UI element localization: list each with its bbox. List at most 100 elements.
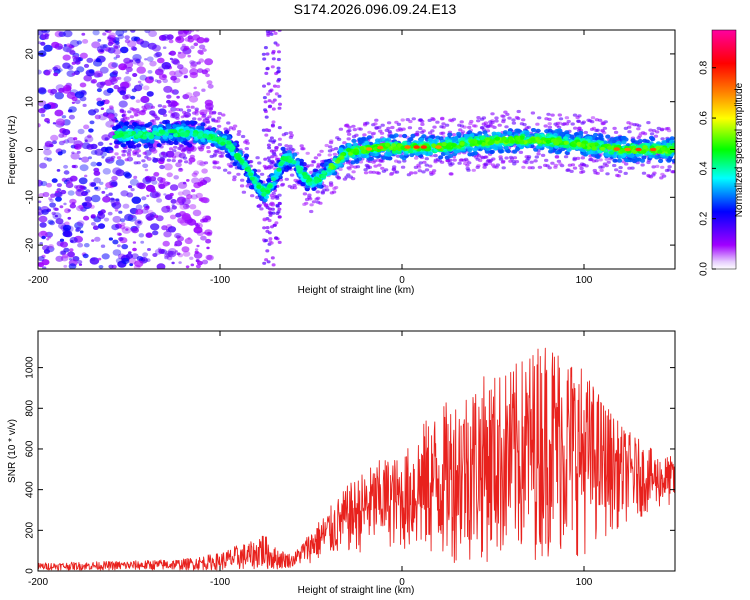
ridge-halo <box>554 155 560 159</box>
ridge-halo <box>121 153 126 157</box>
ridge-cell <box>346 142 352 148</box>
ridge-halo <box>636 127 641 131</box>
noise-speck <box>147 42 157 50</box>
noise-speck <box>119 218 126 223</box>
ridge-halo <box>257 203 263 207</box>
noise-speck <box>62 54 71 61</box>
ridge-halo <box>381 169 387 173</box>
noise-speck <box>54 92 64 100</box>
figure-title: S174.2026.096.09.24.E13 <box>294 1 457 17</box>
noise-speck <box>70 240 74 243</box>
noise-speck <box>90 161 97 167</box>
ridge-halo <box>373 122 378 126</box>
ridge-cell <box>302 174 309 180</box>
noise-speck <box>71 164 76 169</box>
noise-speck <box>142 163 149 169</box>
ridge-halo <box>346 129 351 134</box>
ridge-cell <box>189 120 195 125</box>
noise-speck <box>109 185 114 189</box>
noise-speck <box>194 222 199 226</box>
ridge-halo <box>245 184 250 188</box>
ridge-halo <box>526 156 531 160</box>
ridge-cell <box>519 135 525 140</box>
ridge-halo <box>508 155 514 159</box>
noise-speck <box>275 211 280 216</box>
noise-speck <box>97 257 102 261</box>
ridge-cell <box>600 146 606 151</box>
noise-speck <box>196 260 203 266</box>
noise-speck <box>79 230 84 234</box>
ridge-halo <box>338 127 344 131</box>
ridge-halo <box>440 117 445 121</box>
ridge-halo <box>581 120 586 124</box>
ridge-halo <box>271 161 276 165</box>
noise-speck <box>117 244 121 248</box>
ridge-halo <box>418 126 423 131</box>
ridge-halo <box>597 118 603 122</box>
ridge-halo <box>142 107 148 111</box>
ridge-cell <box>503 145 509 150</box>
ridge-halo <box>664 168 670 173</box>
ridge-cell <box>243 162 249 167</box>
ridge-halo <box>508 159 513 163</box>
ridge-halo <box>140 121 145 125</box>
ridge-cell <box>226 140 232 145</box>
ridge-cell <box>494 136 501 141</box>
ridge-halo <box>651 173 656 177</box>
ridge-halo <box>534 155 539 159</box>
ridge-halo <box>401 127 406 131</box>
ridge-halo <box>255 156 260 160</box>
ridge-halo <box>557 121 563 125</box>
ridge-cell <box>494 139 500 145</box>
ridge-cell <box>447 139 453 144</box>
noise-speck <box>173 70 183 78</box>
spectrogram-x-tick-label: -200 <box>28 275 48 286</box>
ridge-cell <box>267 184 273 189</box>
ridge-halo <box>431 169 437 173</box>
ridge-halo <box>507 116 512 120</box>
ridge-halo <box>289 186 295 190</box>
noise-speck <box>130 95 136 100</box>
ridge-halo <box>630 166 635 170</box>
ridge-halo <box>395 154 401 158</box>
noise-speck <box>268 237 273 241</box>
ridge-halo <box>501 120 506 124</box>
ridge-cell <box>580 143 586 148</box>
ridge-cell <box>360 149 367 154</box>
ridge-cell <box>451 142 457 147</box>
ridge-halo <box>272 152 277 157</box>
noise-speck <box>83 243 90 248</box>
noise-speck <box>270 124 275 128</box>
noise-speck <box>94 236 101 242</box>
noise-speck <box>121 226 132 234</box>
ridge-halo <box>270 196 275 200</box>
noise-speck <box>186 194 193 200</box>
noise-speck <box>101 156 105 159</box>
ridge-halo <box>503 110 508 114</box>
ridge-cell <box>558 131 565 136</box>
spectrogram-x-tick-label: 100 <box>576 275 593 286</box>
ridge-halo <box>351 135 357 139</box>
ridge-halo <box>648 128 653 132</box>
noise-speck <box>66 180 73 186</box>
noise-speck <box>272 223 277 227</box>
ridge-halo <box>375 171 380 175</box>
noise-speck <box>166 256 173 261</box>
noise-speck <box>89 257 100 265</box>
ridge-cell <box>515 136 521 141</box>
ridge-cell <box>239 159 245 164</box>
ridge-halo <box>371 131 377 135</box>
ridge-halo <box>275 196 280 200</box>
ridge-halo <box>166 158 172 162</box>
ridge-halo <box>522 160 527 164</box>
ridge-cell <box>630 138 636 143</box>
snr-x-tick-label: 100 <box>576 577 593 588</box>
ridge-halo <box>501 166 506 170</box>
ridge-halo <box>109 150 114 154</box>
noise-speck <box>81 202 88 207</box>
noise-speck <box>272 84 277 88</box>
noise-speck <box>173 175 179 180</box>
noise-speck <box>67 137 76 144</box>
ridge-cell <box>419 137 425 142</box>
